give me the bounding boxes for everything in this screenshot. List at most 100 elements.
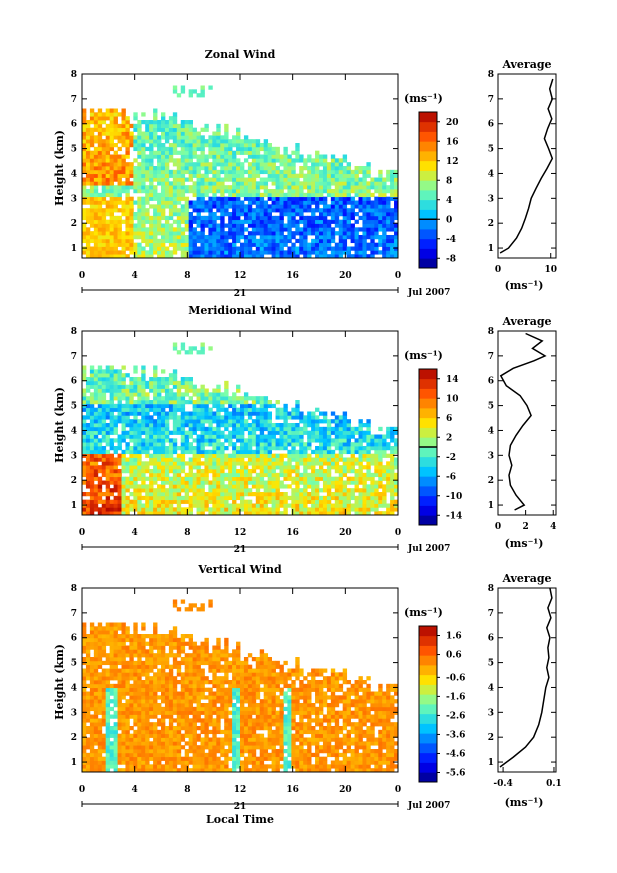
heatmap-cell <box>291 492 296 497</box>
heatmap-cell <box>153 407 158 412</box>
heatmap-cell <box>176 461 182 466</box>
heatmap-cell <box>109 664 114 669</box>
heatmap-cell <box>366 476 371 481</box>
heatmap-cell <box>303 465 308 470</box>
heatmap-cell <box>133 377 138 382</box>
heatmap-cell <box>161 154 166 159</box>
heatmap-cell <box>145 511 150 516</box>
heatmap-cell <box>346 162 351 167</box>
heatmap-cell <box>208 442 213 447</box>
heatmap-cell <box>85 737 91 742</box>
heatmap-cell <box>101 426 107 432</box>
heatmap-cell <box>299 169 304 175</box>
heatmap-cell <box>105 112 111 117</box>
heatmap-cell <box>208 139 213 144</box>
heatmap-cell <box>188 480 193 485</box>
heatmap-cell <box>129 139 134 144</box>
heatmap-cell <box>125 219 130 224</box>
heatmap-cell <box>141 407 146 412</box>
heatmap-cell <box>291 192 296 198</box>
heatmap-cell <box>125 139 130 144</box>
heatmap-cell <box>394 480 399 485</box>
heatmap-cell <box>315 189 320 194</box>
heatmap-cell <box>93 434 99 439</box>
heatmap-cell <box>101 189 107 194</box>
heatmap-cell <box>247 154 253 159</box>
heatmap-cell <box>366 419 371 424</box>
heatmap-cell <box>283 423 288 428</box>
heatmap-cell <box>200 208 205 213</box>
heatmap-cell <box>157 166 162 171</box>
heatmap-cell <box>157 465 162 470</box>
heatmap-cell <box>85 411 91 416</box>
heatmap-cell <box>101 683 107 689</box>
heatmap-cell <box>125 457 130 462</box>
heatmap-cell <box>97 637 103 643</box>
heatmap-cell <box>283 150 288 155</box>
heatmap-cell <box>105 411 111 416</box>
heatmap-cell <box>141 438 146 443</box>
heatmap-cell <box>176 400 182 405</box>
heatmap-cell <box>93 158 99 163</box>
heatmap-cell <box>89 729 95 735</box>
heatmap-cell <box>89 630 95 635</box>
heatmap-cell <box>121 396 126 401</box>
heatmap-cell <box>82 400 87 405</box>
heatmap-cell <box>172 242 178 247</box>
heatmap-cell <box>168 127 174 132</box>
heatmap-cell <box>307 492 312 497</box>
heatmap-cell <box>85 472 91 478</box>
heatmap-cell <box>97 426 103 432</box>
heatmap-cell <box>236 158 241 163</box>
heatmap-cell <box>390 499 395 504</box>
heatmap-cell <box>224 446 229 451</box>
heatmap-cell <box>137 154 142 159</box>
heatmap-cell <box>157 208 162 213</box>
heatmap-cell <box>188 150 193 155</box>
heatmap-cell <box>101 630 107 635</box>
heatmap-cell <box>220 135 225 140</box>
heatmap-cell <box>232 238 237 244</box>
heatmap-cell <box>89 469 95 474</box>
heatmap-cell <box>184 196 190 201</box>
heatmap-cell <box>259 185 265 190</box>
heatmap-cell <box>322 204 328 209</box>
heatmap-cell <box>153 189 158 194</box>
heatmap-cell <box>89 492 95 497</box>
heatmap-cell <box>145 146 150 152</box>
heatmap-cell <box>172 415 178 420</box>
heatmap-cell <box>161 499 166 504</box>
heatmap-cell <box>117 242 122 247</box>
heatmap-cell <box>291 503 296 508</box>
heatmap-cell <box>342 242 348 247</box>
heatmap-cell <box>85 718 91 723</box>
heatmap-cell <box>263 150 269 155</box>
heatmap-cell <box>322 235 328 240</box>
heatmap-cell <box>291 476 296 481</box>
heatmap-cell <box>287 495 292 501</box>
heatmap-cell <box>322 434 328 439</box>
heatmap-cell <box>212 484 217 489</box>
heatmap-cell <box>236 135 241 140</box>
heatmap-cell <box>315 415 320 420</box>
heatmap-cell <box>263 499 269 504</box>
heatmap-cell <box>346 246 351 251</box>
heatmap-cell <box>366 254 371 259</box>
heatmap-cell <box>180 181 186 186</box>
heatmap-cell <box>82 737 87 742</box>
heatmap-cell <box>141 150 146 155</box>
heatmap-cell <box>342 169 348 175</box>
heatmap-cell <box>334 438 340 443</box>
heatmap-cell <box>168 492 174 497</box>
heatmap-cell <box>105 472 111 478</box>
heatmap-cell <box>93 369 99 374</box>
heatmap-cell <box>263 166 269 171</box>
heatmap-cell <box>145 231 150 236</box>
heatmap-cell <box>109 246 114 251</box>
avg-y-tick-label: 4 <box>488 426 494 436</box>
heatmap-cell <box>263 438 269 443</box>
heatmap-cell <box>232 204 237 209</box>
heatmap-cell <box>204 192 209 198</box>
heatmap-cell <box>228 169 233 175</box>
heatmap-cell <box>121 185 126 190</box>
